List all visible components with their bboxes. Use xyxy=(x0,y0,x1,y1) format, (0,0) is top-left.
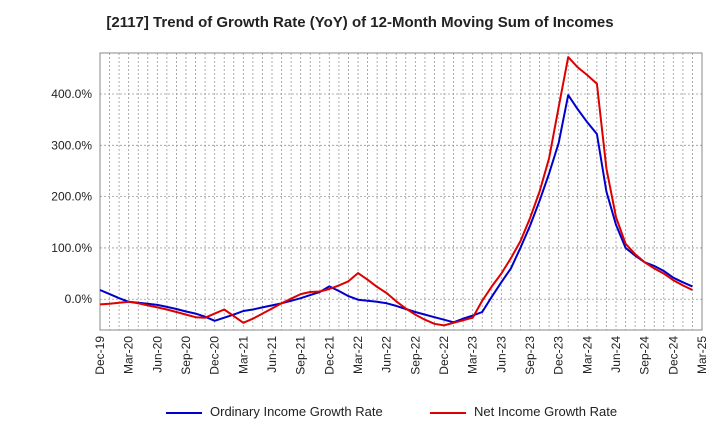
line-chart: 0.0% 100.0% 200.0% 300.0% 400.0% Dec-19 Mar-20… xyxy=(51,52,709,375)
plot-area xyxy=(99,52,703,331)
y-tick-label: 400.0% xyxy=(51,87,92,101)
series-line-net-income xyxy=(99,56,693,327)
x-tick-label: Sep-21 xyxy=(294,336,308,375)
x-tick-label: Dec-21 xyxy=(322,336,336,375)
x-tick-label: Mar-21 xyxy=(236,336,250,374)
x-tick-label: Sep-24 xyxy=(638,336,652,375)
legend-item-ordinary-income: Ordinary Income Growth Rate xyxy=(166,404,383,419)
x-tick-label: Dec-20 xyxy=(208,336,222,375)
legend-label-net-income: Net Income Growth Rate xyxy=(474,404,618,419)
series-line-ordinary-income xyxy=(99,94,693,324)
x-tick-label: Mar-24 xyxy=(580,336,594,374)
legend: Ordinary Income Growth Rate Net Income G… xyxy=(0,404,720,426)
x-tick-label: Sep-22 xyxy=(408,336,422,375)
x-tick-label: Sep-23 xyxy=(523,336,537,375)
x-tick-label: Dec-19 xyxy=(93,336,107,375)
gridlines xyxy=(100,53,702,330)
x-tick-label: Jun-24 xyxy=(609,336,623,373)
x-tick-label: Dec-23 xyxy=(552,336,566,375)
legend-item-net-income: Net Income Growth Rate xyxy=(430,404,617,419)
y-tick-label: 200.0% xyxy=(51,190,92,204)
y-tick-label: 0.0% xyxy=(65,292,93,306)
series-lines xyxy=(99,56,693,327)
legend-swatch-net-income xyxy=(430,411,466,414)
x-tick-label: Jun-23 xyxy=(494,336,508,373)
chart-title: [2117] Trend of Growth Rate (YoY) of 12-… xyxy=(106,14,614,31)
x-tick-label: Sep-20 xyxy=(179,336,193,375)
y-tick-label: 100.0% xyxy=(51,241,92,255)
legend-swatch-ordinary-income xyxy=(166,411,202,414)
x-tick-label: Dec-22 xyxy=(437,336,451,375)
x-tick-label: Mar-25 xyxy=(695,336,709,374)
x-tick-label: Dec-24 xyxy=(666,336,680,375)
x-tick-label: Mar-23 xyxy=(466,336,480,374)
x-tick-label: Jun-20 xyxy=(150,336,164,373)
x-tick-label: Jun-21 xyxy=(265,336,279,373)
x-tick-label: Mar-20 xyxy=(122,336,136,374)
legend-label-ordinary-income: Ordinary Income Growth Rate xyxy=(210,404,383,419)
x-tick-label: Mar-22 xyxy=(351,336,365,374)
y-tick-label: 300.0% xyxy=(51,138,92,152)
x-tick-label: Jun-22 xyxy=(380,336,394,373)
axis-labels: 0.0% 100.0% 200.0% 300.0% 400.0% Dec-19 Mar-20… xyxy=(51,87,709,375)
